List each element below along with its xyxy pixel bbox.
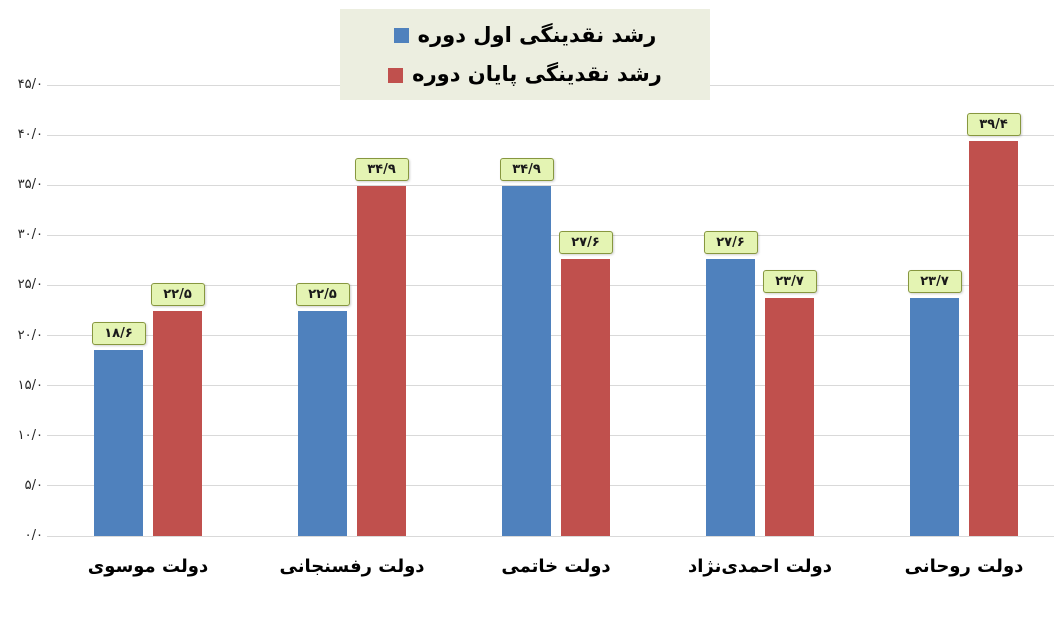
- y-axis-tick-label: ۵/۰: [24, 477, 43, 493]
- y-axis-tick-label: ۱۰/۰: [17, 427, 43, 443]
- y-axis-tick-label: ۴۰/۰: [17, 127, 43, 143]
- bar-end-period: [765, 298, 814, 536]
- legend-item-start-period: رشد نقدینگی اول دوره: [393, 22, 657, 47]
- bar-end-period: [561, 259, 610, 536]
- bar-value-label: ۳۴/۹: [499, 158, 554, 182]
- legend-swatch-blue-icon: [393, 28, 409, 44]
- bar-value-label: ۳۹/۴: [966, 113, 1021, 137]
- category-label: دولت احمدی‌نژاد: [688, 556, 832, 577]
- bar-value-label: ۲۷/۶: [558, 231, 613, 255]
- legend-label-start-period: رشد نقدینگی اول دوره: [417, 22, 657, 47]
- bar-value-label: ۲۲/۵: [295, 282, 350, 306]
- bar-start-period: [910, 298, 959, 536]
- bar-value-label: ۲۲/۵: [150, 282, 205, 306]
- bar-value-label: ۳۴/۹: [354, 158, 409, 182]
- legend-swatch-red-icon: [388, 67, 404, 83]
- bar-start-period: [298, 310, 347, 536]
- category-label: دولت روحانی: [904, 556, 1024, 577]
- y-axis-tick-label: ۲۰/۰: [17, 327, 43, 343]
- bar-value-label: ۲۳/۷: [907, 270, 962, 294]
- y-axis-tick-label: ۰/۰: [24, 528, 43, 543]
- y-axis-tick-label: ۲۵/۰: [17, 277, 43, 293]
- y-axis-tick-label: ۴۵/۰: [17, 77, 43, 92]
- category-label: دولت خاتمی: [501, 556, 611, 577]
- bar-end-period: [153, 310, 202, 536]
- bar-start-period: [502, 186, 551, 536]
- legend-label-end-period: رشد نقدینگی پایان دوره: [412, 62, 662, 87]
- chart-legend: رشد نقدینگی اول دوره رشد نقدینگی پایان د…: [340, 9, 710, 100]
- gridline: [47, 134, 1054, 136]
- bar-start-period: [94, 349, 143, 536]
- gridline: [47, 184, 1054, 186]
- y-axis-tick-label: ۳۵/۰: [17, 177, 43, 193]
- category-label: دولت موسوی: [87, 556, 209, 577]
- bar-value-label: ۲۳/۷: [762, 270, 817, 294]
- y-axis-tick-label: ۱۵/۰: [17, 377, 43, 393]
- bar-end-period: [357, 186, 406, 536]
- y-axis-tick-label: ۳۰/۰: [17, 227, 43, 243]
- bar-end-period: [969, 141, 1018, 536]
- category-label: دولت رفسنجانی: [279, 556, 425, 577]
- gridline: [47, 535, 1054, 537]
- bar-value-label: ۲۷/۶: [703, 231, 758, 255]
- legend-item-end-period: رشد نقدینگی پایان دوره: [388, 62, 662, 86]
- bar-value-label: ۱۸/۶: [91, 321, 146, 345]
- bar-start-period: [706, 259, 755, 536]
